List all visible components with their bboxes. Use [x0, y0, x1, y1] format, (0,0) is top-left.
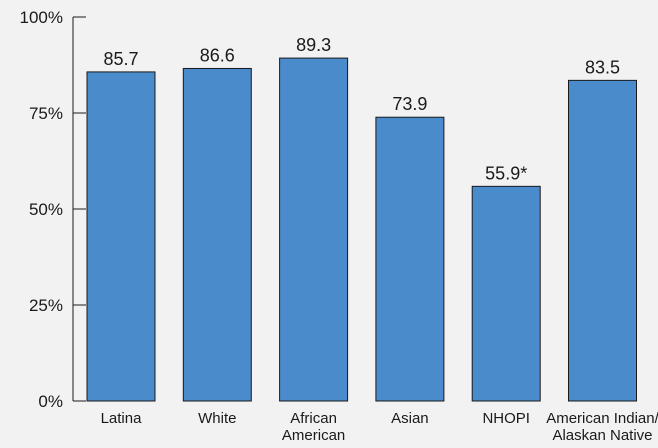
data-label: 89.3	[296, 35, 331, 55]
y-axis: 0% 25% 50% 75% 100%	[20, 8, 86, 411]
x-tick-label: Asian	[391, 410, 429, 427]
bar	[182, 67, 252, 402]
x-tick-label: Alaskan Native	[552, 427, 652, 444]
x-tick-label: Latina	[101, 410, 143, 427]
x-tick-label: African	[290, 410, 337, 427]
data-label: 73.9	[392, 94, 427, 114]
x-tick-label: White	[198, 410, 236, 427]
data-label: 55.9*	[485, 163, 527, 183]
bar	[279, 57, 349, 402]
data-labels: 85.7 86.6 89.3 73.9 55.9* 83.5	[103, 35, 620, 183]
y-tick-label: 0%	[38, 392, 63, 411]
x-tick-label: American Indian/	[546, 410, 658, 427]
x-tick-label: NHOPI	[482, 410, 530, 427]
data-label: 83.5	[585, 57, 620, 77]
y-tick-label: 50%	[29, 200, 63, 219]
bar	[86, 71, 156, 402]
y-tick-label: 100%	[20, 8, 63, 27]
x-tick-label: American	[282, 427, 345, 444]
bar	[471, 185, 541, 402]
bars	[86, 57, 637, 402]
bar	[375, 116, 445, 402]
y-tick-label: 75%	[29, 104, 63, 123]
data-label: 86.6	[200, 45, 235, 65]
bar	[568, 79, 637, 402]
y-tick-label: 25%	[29, 296, 63, 315]
data-label: 85.7	[103, 49, 138, 69]
